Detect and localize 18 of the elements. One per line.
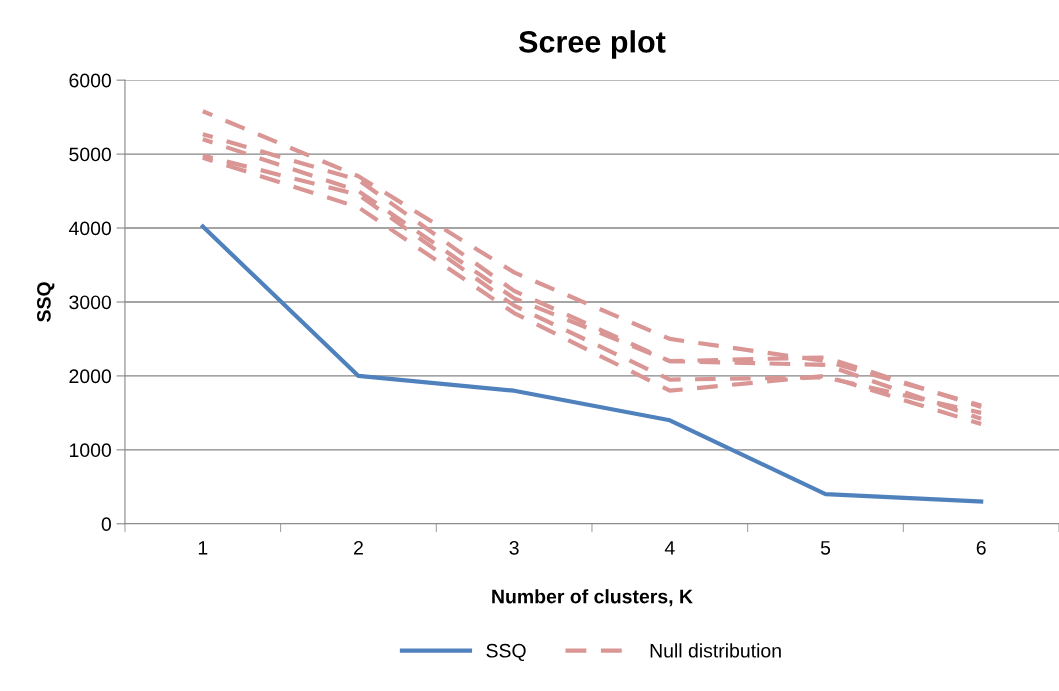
x-tick-label: 6 xyxy=(976,540,986,555)
x-tick-label: 3 xyxy=(509,540,519,555)
y-axis-title: SSQ xyxy=(37,282,55,322)
y-tick-label: 0 xyxy=(101,517,112,532)
x-tick-label: 4 xyxy=(664,541,675,555)
y-tick-label: 3000 xyxy=(69,295,112,310)
x-tick-label: 5 xyxy=(820,541,831,555)
y-tick-label: 1000 xyxy=(70,443,112,458)
y-tick-label: 5000 xyxy=(69,147,112,162)
x-tick-label: 2 xyxy=(354,540,363,555)
y-tick-label: 6000 xyxy=(69,73,112,88)
x-tick-label: 1 xyxy=(198,541,208,555)
y-tick-label: 4000 xyxy=(68,221,112,236)
y-tick-label: 2000 xyxy=(69,369,112,384)
legend-label: SSQ xyxy=(486,643,526,662)
legend-label: Null distribution xyxy=(650,643,781,658)
chart-title: Scree plot xyxy=(519,30,666,59)
x-axis-title: Number of clusters, K xyxy=(492,589,693,607)
